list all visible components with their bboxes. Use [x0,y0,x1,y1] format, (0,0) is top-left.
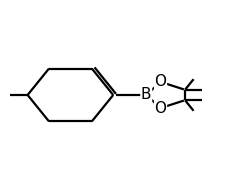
Text: O: O [154,74,167,89]
Text: B: B [141,87,152,102]
Text: O: O [154,100,167,116]
